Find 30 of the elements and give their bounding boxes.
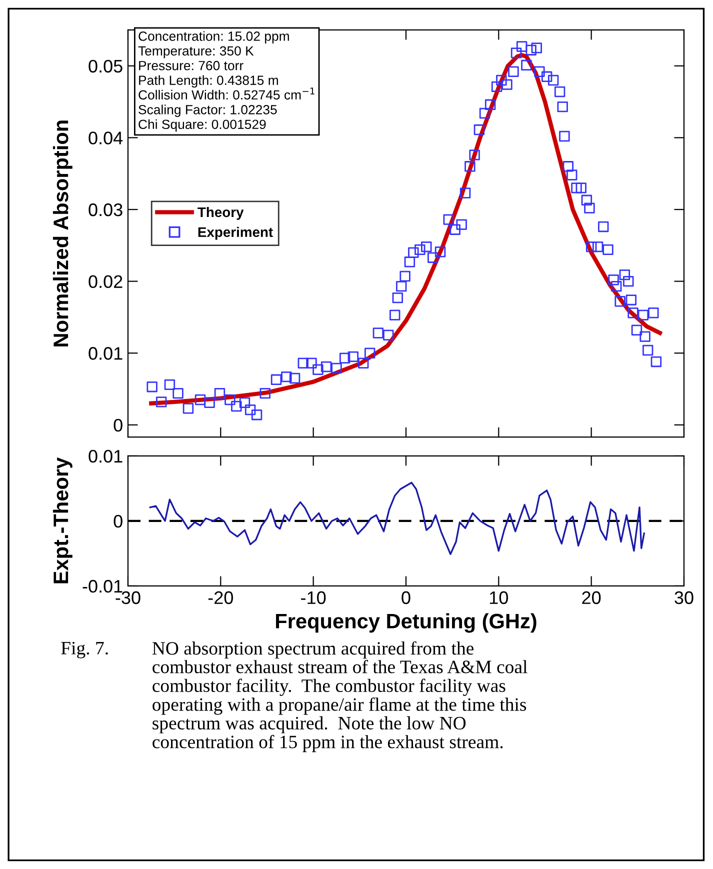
annotation: Temperature: 350 K [138, 46, 254, 58]
y-axis-title: Expt.-Theory [52, 457, 72, 584]
y-tick-label: 0.02 [88, 275, 122, 288]
annotation: Pressure: 760 torr [139, 60, 244, 70]
x-tick-label: -30 [116, 591, 140, 604]
y-tick-label: -0.01 [82, 580, 122, 593]
x-tick-label: 20 [582, 591, 601, 604]
x-tick-label: 0 [402, 591, 410, 604]
text: NO absorption spectrum acquired from the combustor exhaust stream of the Texas A&M coal combustor facility. The combustor facility was operating with a propane/air flame at the time this spectrum was acquired. Note the low NO concentration of 15 ppm in the exhaust stream. [152, 641, 528, 752]
annotation: Chi Square: 0.001529 [138, 119, 266, 132]
y-tick-label: 0.01 [88, 450, 122, 463]
x-tick-label: -10 [301, 591, 326, 604]
y-tick-label: 0.03 [88, 203, 122, 216]
annotation: Path Length: 0.43815 m [139, 75, 278, 88]
y-tick-label: 0.01 [88, 347, 122, 360]
caption: Fig. 7. [61, 642, 108, 658]
y-tick-label: 0 [114, 418, 122, 432]
y-tick-label: 0 [114, 514, 122, 528]
x-axis-title: Frequency Detuning (GHz) [276, 613, 536, 633]
legend-label: Theory [198, 206, 244, 220]
x-tick-label: 30 [674, 591, 694, 604]
x-tick-label: 10 [490, 591, 508, 604]
legend-label: Experiment [198, 226, 273, 240]
annotation: Concentration: 15.02 ppm [138, 31, 289, 44]
y-tick-label: 0.05 [88, 60, 122, 73]
annotation: Scaling Factor: 1.02235 [138, 104, 277, 117]
x-tick-label: -20 [208, 591, 233, 604]
y-axis-title: Normalized Absorption [52, 120, 72, 346]
annotation: Collision Width: 0.52745 cm$^{−1}$ [138, 88, 314, 100]
y-tick-label: 0.04 [88, 132, 123, 144]
